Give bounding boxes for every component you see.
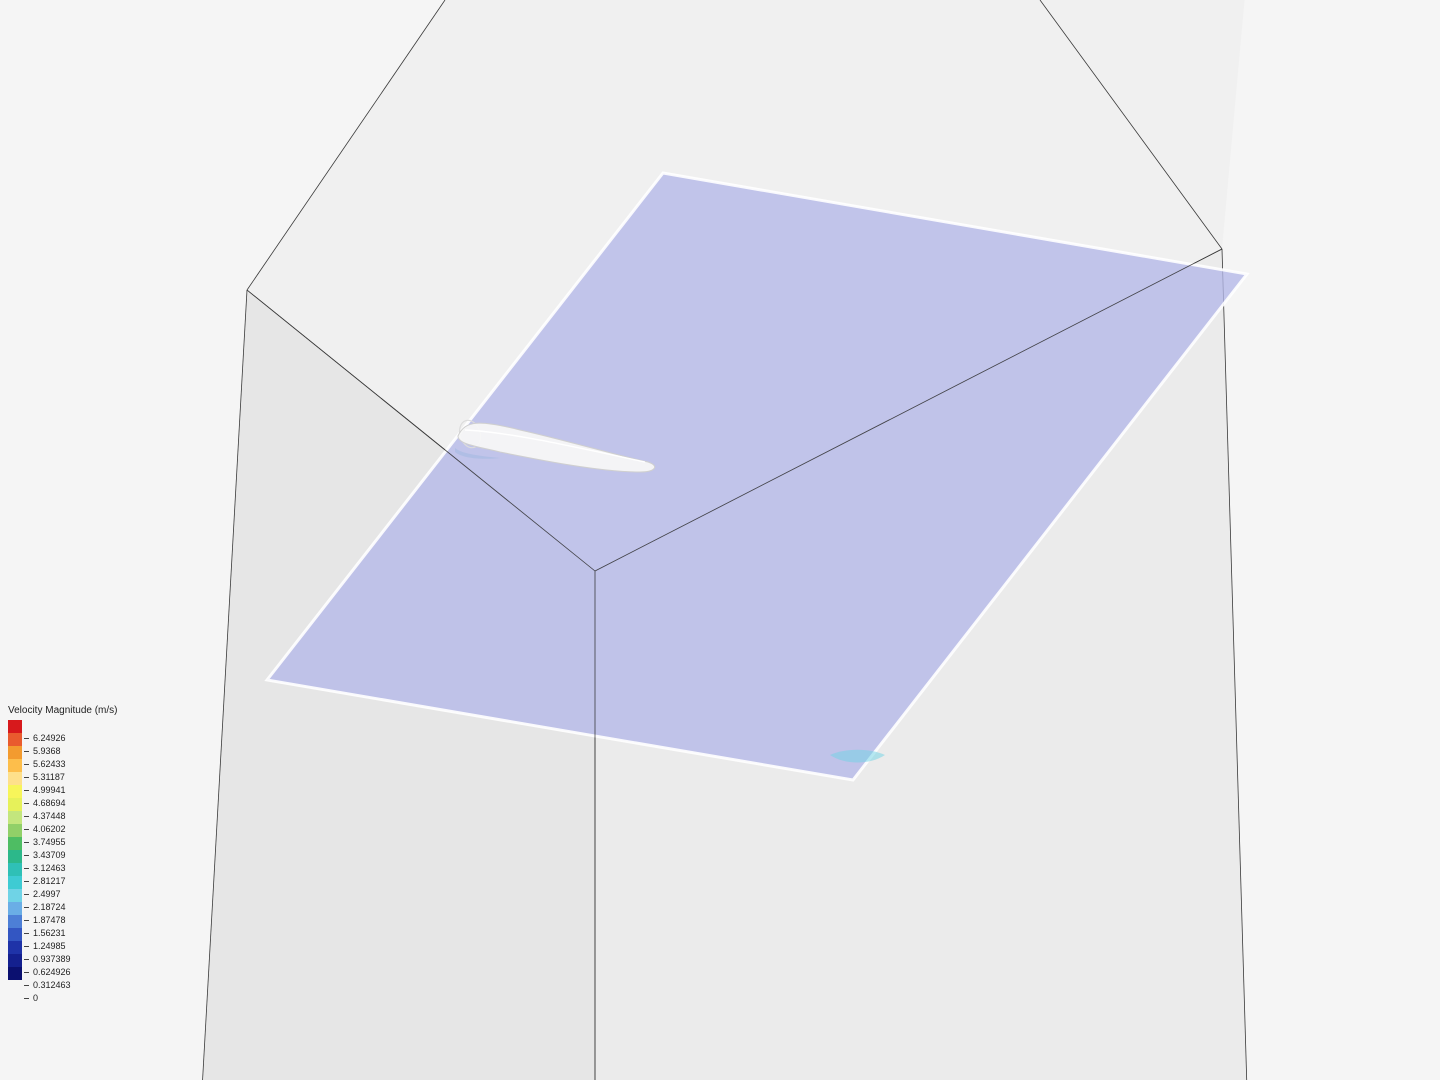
legend-title: Velocity Magnitude (m/s)	[8, 705, 118, 716]
legend-tick-label: 4.68694	[33, 799, 66, 808]
legend-swatch	[8, 889, 22, 902]
legend-tick-label: 0.312463	[33, 981, 71, 990]
legend-tick-label: 1.24985	[33, 942, 66, 951]
legend-swatch	[8, 811, 22, 824]
legend-tick-label: 3.74955	[33, 838, 66, 847]
legend-swatch	[8, 954, 22, 967]
legend-swatch	[8, 876, 22, 889]
legend-swatch	[8, 928, 22, 941]
legend-swatch	[8, 850, 22, 863]
legend-swatch	[8, 746, 22, 759]
legend-ticks: 6.249265.93685.624335.311874.999414.6869…	[24, 738, 71, 998]
legend-swatch	[8, 824, 22, 837]
legend-swatch	[8, 902, 22, 915]
color-legend: Velocity Magnitude (m/s) 6.24926 5.9368 5.…	[8, 705, 118, 980]
legend-swatch	[8, 772, 22, 785]
legend-tick-label: 4.99941	[33, 786, 66, 795]
legend-tick-label: 4.37448	[33, 812, 66, 821]
legend-swatch	[8, 915, 22, 928]
legend-tick-label: 0.624926	[33, 968, 71, 977]
legend-swatch	[8, 837, 22, 850]
legend-tick-label: 2.4997	[33, 890, 61, 899]
legend-swatch	[8, 798, 22, 811]
legend-tick-label: 5.62433	[33, 760, 66, 769]
legend-tick-label: 0	[33, 994, 38, 1003]
legend-tick-label: 4.06202	[33, 825, 66, 834]
legend-swatch	[8, 720, 22, 733]
legend-tick-label: 1.56231	[33, 929, 66, 938]
legend-tick-label: 5.9368	[33, 747, 61, 756]
legend-swatch	[8, 733, 22, 746]
legend-tick-label: 3.43709	[33, 851, 66, 860]
legend-color-bar	[8, 720, 22, 980]
legend-tick-label: 2.18724	[33, 903, 66, 912]
legend-tick-label: 0.937389	[33, 955, 71, 964]
legend-swatch	[8, 759, 22, 772]
scene-svg	[0, 0, 1440, 1080]
legend-tick-label: 2.81217	[33, 877, 66, 886]
legend-swatch	[8, 967, 22, 980]
legend-tick-label: 3.12463	[33, 864, 66, 873]
legend-swatch	[8, 863, 22, 876]
simulation-viewport[interactable]	[0, 0, 1440, 1080]
legend-swatch	[8, 941, 22, 954]
legend-tick-label: 6.24926	[33, 734, 66, 743]
legend-tick-label: 5.31187	[33, 773, 65, 782]
legend-swatch	[8, 785, 22, 798]
legend-tick-label: 1.87478	[33, 916, 66, 925]
